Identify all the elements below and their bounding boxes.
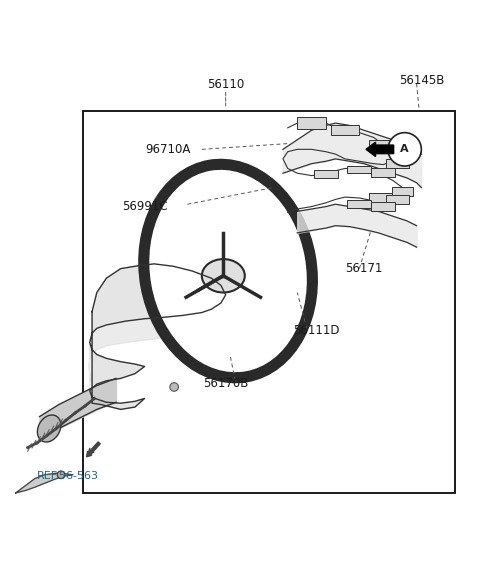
Text: 56991C: 56991C [122, 200, 168, 213]
Circle shape [170, 383, 179, 391]
Bar [297, 117, 326, 129]
Ellipse shape [144, 164, 312, 378]
Text: 56110: 56110 [207, 78, 244, 91]
Bar [385, 195, 409, 204]
Bar [314, 170, 338, 178]
Ellipse shape [202, 259, 245, 292]
Bar [348, 201, 371, 208]
Polygon shape [16, 473, 73, 493]
Circle shape [388, 133, 421, 166]
Bar [392, 187, 413, 196]
Polygon shape [90, 264, 226, 409]
FancyArrow shape [86, 442, 100, 457]
Bar [385, 159, 409, 168]
Bar [371, 202, 395, 211]
Bar [83, 111, 455, 493]
Bar [348, 166, 371, 173]
Bar [331, 125, 360, 136]
Bar [369, 193, 397, 203]
Text: 56170B: 56170B [203, 377, 248, 390]
Circle shape [57, 471, 65, 479]
Ellipse shape [37, 415, 61, 442]
Text: REF.56-563: REF.56-563 [37, 472, 99, 481]
Polygon shape [89, 297, 211, 397]
FancyArrow shape [366, 142, 394, 157]
Bar [371, 168, 395, 177]
Bar [369, 140, 397, 151]
Text: 56171: 56171 [346, 262, 383, 275]
Text: A: A [400, 144, 409, 154]
Text: 56145B: 56145B [399, 74, 444, 87]
Text: 96710A: 96710A [146, 143, 191, 156]
Text: 56111D: 56111D [293, 324, 340, 337]
Bar [392, 150, 413, 160]
